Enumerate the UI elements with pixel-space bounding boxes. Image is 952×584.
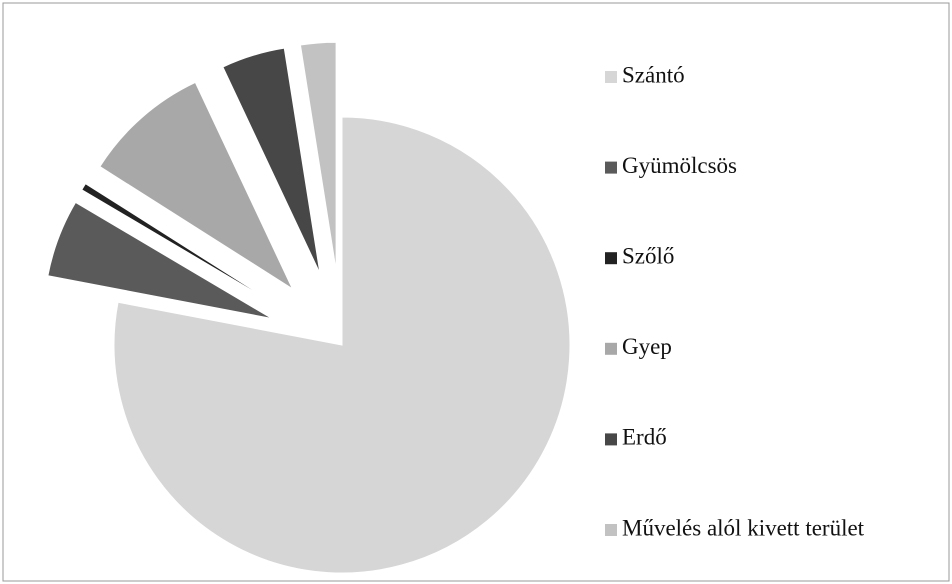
legend-label: Szántó (622, 62, 685, 87)
legend-label: Gyep (622, 334, 672, 359)
legend-label: Szőlő (622, 243, 674, 268)
legend-swatch (605, 524, 617, 536)
pie-slice (99, 81, 294, 291)
pie-slice (222, 47, 321, 274)
legend-label: Gyümölcsös (622, 153, 737, 178)
legend-swatch (605, 252, 617, 265)
pie-slice (113, 116, 571, 574)
pie-slice (47, 201, 273, 319)
pie-slice (81, 182, 279, 307)
pie-slice (299, 41, 337, 271)
legend-swatch (605, 161, 617, 174)
legend-swatch (605, 342, 617, 355)
legend-swatch (605, 71, 617, 83)
legend-label: Erdő (622, 425, 667, 450)
legend-swatch (605, 433, 617, 446)
legend-label: Művelés alól kivett terület (622, 515, 865, 540)
